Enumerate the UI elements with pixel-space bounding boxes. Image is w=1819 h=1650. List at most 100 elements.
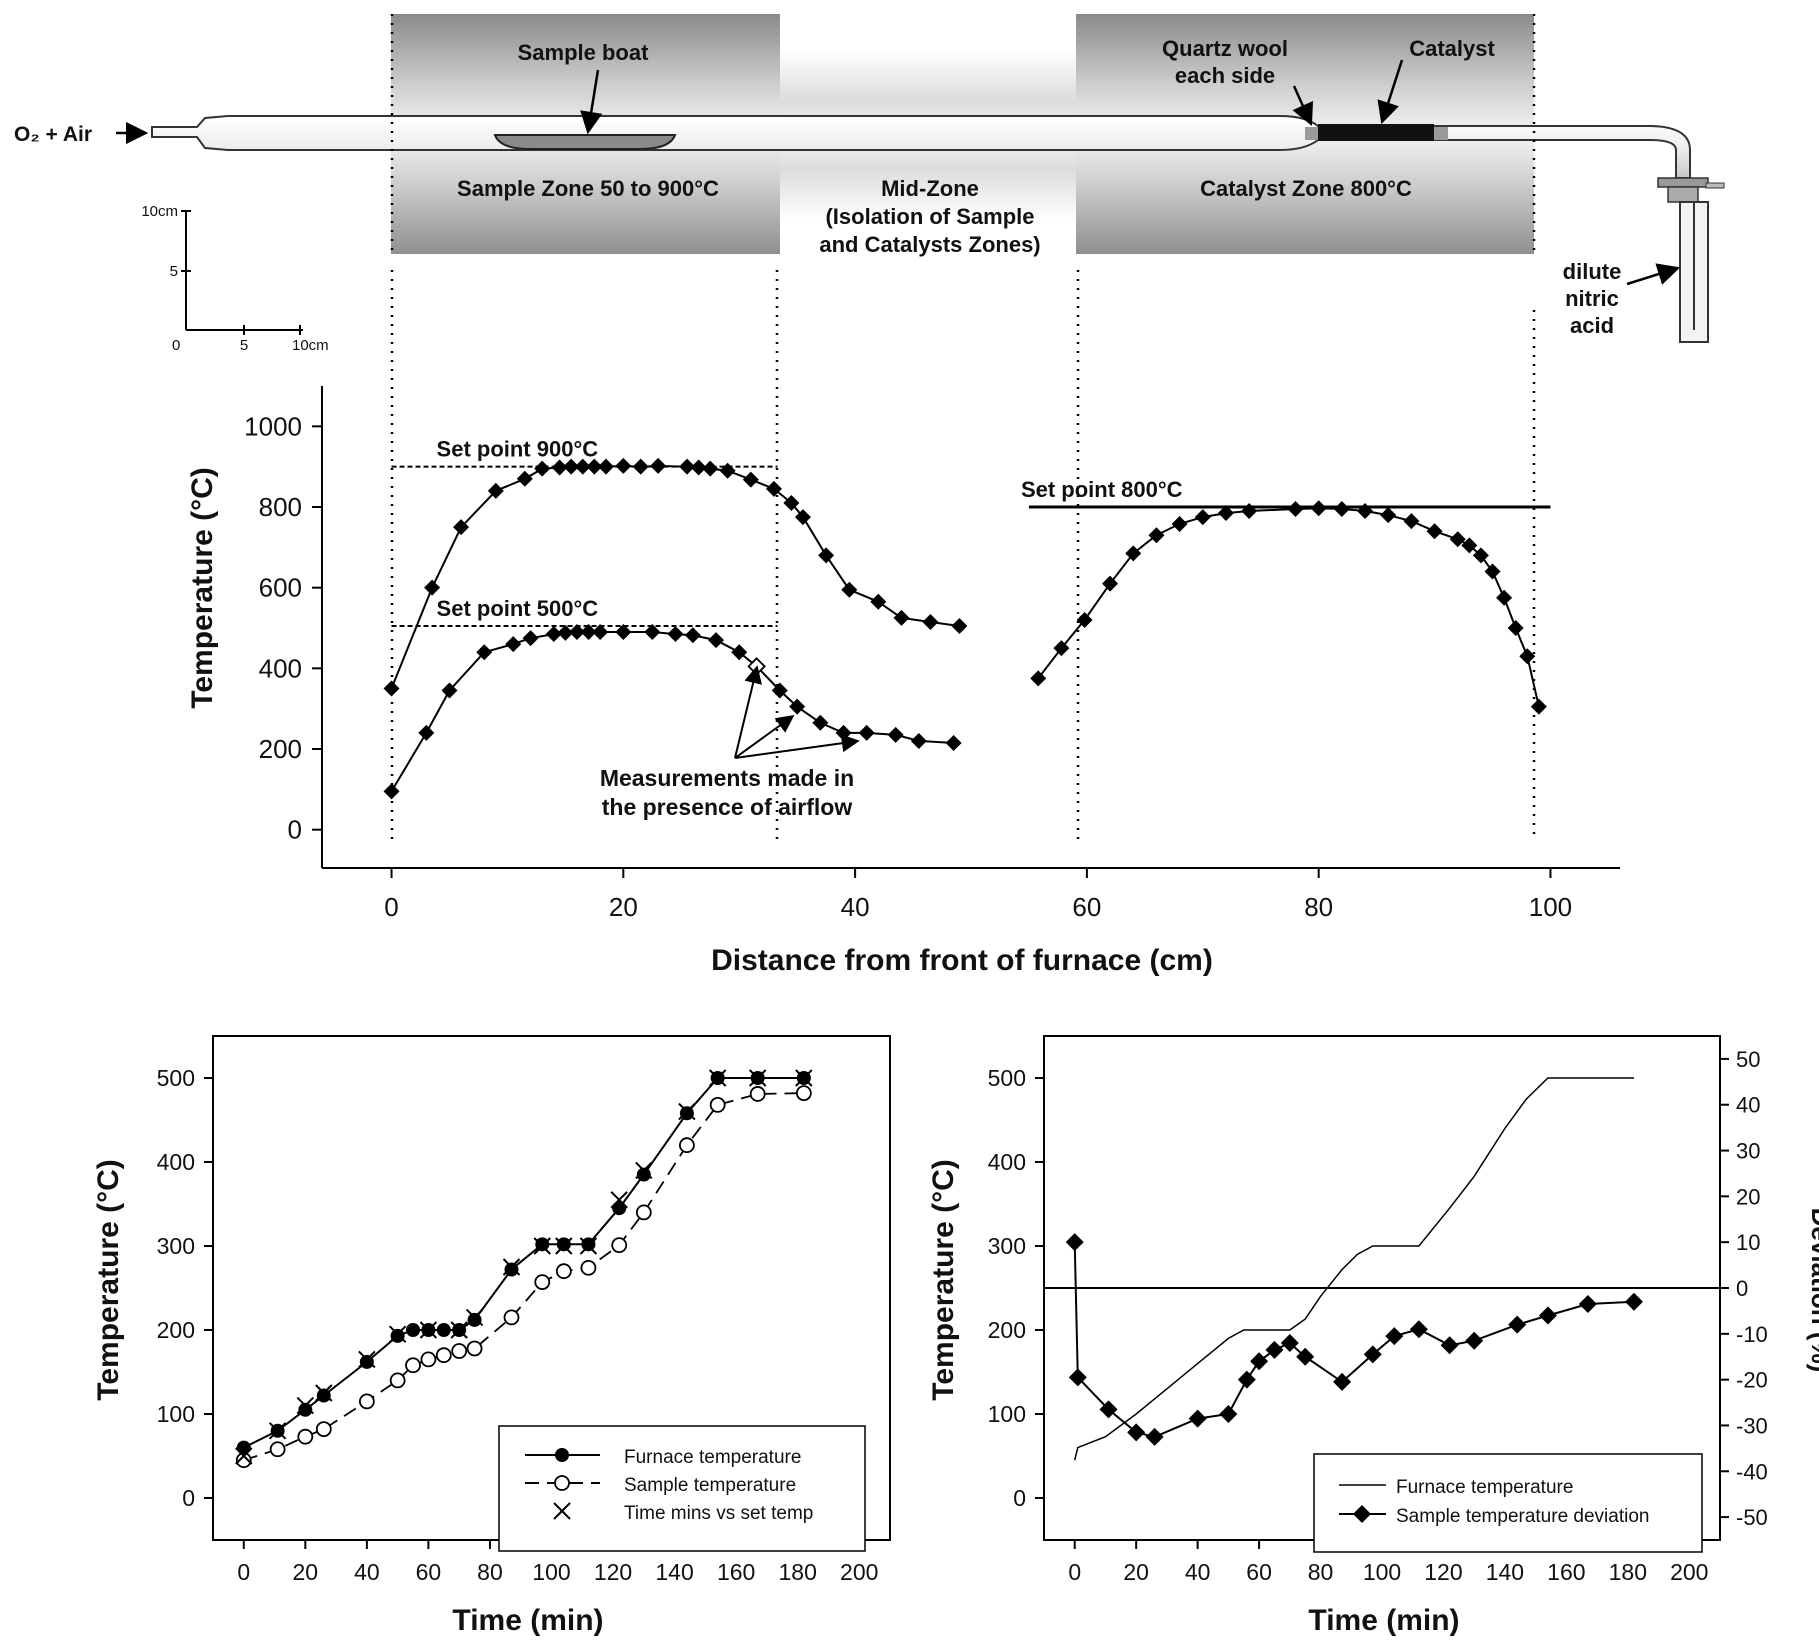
c2-sample-point (503, 1309, 520, 1326)
c1-data-point (650, 457, 667, 474)
c1-data-point (644, 624, 661, 641)
c1-data-point (487, 482, 504, 499)
c3-legend-marker-deviation (1353, 1505, 1371, 1523)
c1-x-tick-label: 80 (1304, 892, 1333, 922)
c2-furnace-point (535, 1237, 550, 1252)
c2-furnace-point (390, 1328, 405, 1343)
c1-data-point (742, 471, 759, 488)
c1-data-point (418, 724, 435, 741)
c3-y2-tick-label: -50 (1736, 1505, 1768, 1530)
c2-legend-settemp: Time mins vs set temp (624, 1503, 813, 1524)
c1-data-point (731, 644, 748, 661)
c1-setpoint-label: Set point 800°C (1021, 477, 1183, 502)
c3-x-tick-label: 0 (1068, 1559, 1081, 1585)
c1-data-point (951, 617, 968, 634)
quartz-wool-label-2: each side (1175, 63, 1275, 88)
c2-furnace-point (270, 1423, 285, 1438)
c2-sample-point (420, 1351, 437, 1368)
c1-data-point (922, 613, 939, 630)
c1-data-point (505, 636, 522, 653)
c1-data-point (597, 458, 614, 475)
c1-data-point (1076, 611, 1093, 628)
c3-deviation-point (1265, 1340, 1284, 1359)
c2-sample-point (358, 1393, 375, 1410)
c1-data-point (1449, 531, 1466, 548)
c2-sample-point (795, 1085, 812, 1102)
c1-data-point (1461, 537, 1478, 554)
c1-data-point (580, 624, 597, 641)
c2-sample-point (749, 1086, 766, 1102)
c2-sample-point (389, 1372, 406, 1389)
c3-x-tick-label: 160 (1547, 1559, 1585, 1585)
sample-boat-label: Sample boat (518, 40, 649, 65)
c2-legend-sample: Sample temperature (624, 1475, 796, 1496)
c1-data-point (667, 626, 684, 643)
c1-data-point (702, 460, 719, 477)
c2-furnace-point (710, 1071, 725, 1085)
c3-x-tick-label: 80 (1308, 1559, 1334, 1585)
c3-x-tick-label: 20 (1123, 1559, 1149, 1585)
c3-deviation-point (1465, 1331, 1484, 1350)
c2-series (235, 1069, 813, 1469)
c3-series (1044, 1077, 1720, 1461)
c1-data-point (453, 519, 470, 536)
c3-deviation-point (1145, 1427, 1164, 1446)
c1-data-point (534, 460, 551, 477)
c1-data-point (383, 680, 400, 697)
c3-y2-tick-label: 30 (1736, 1139, 1760, 1164)
c3-xlabel: Time (min) (1308, 1604, 1459, 1637)
sample-boat (493, 134, 677, 150)
c1-data-point (424, 579, 441, 596)
catalyst-zone-label: Catalyst Zone 800°C (1200, 176, 1412, 201)
c1-data-point (719, 462, 736, 479)
c2-sample-point (709, 1096, 726, 1113)
c1-data-point (765, 480, 782, 497)
c3-deviation-point (1219, 1405, 1238, 1423)
c1-data-point (522, 630, 539, 647)
c1-data-point (684, 627, 701, 644)
c2-sample-line (243, 1092, 804, 1462)
c2-x-tick-label: 60 (416, 1559, 442, 1585)
c1-data-point (1333, 501, 1350, 518)
c1-data-point (893, 609, 910, 626)
c1-data-point (383, 783, 400, 800)
c1-data-point (545, 626, 562, 643)
c1-annotation-arrows (734, 665, 860, 759)
c1-data-point (563, 458, 580, 475)
c1-data-point (1380, 507, 1397, 524)
c1-data-point (708, 632, 725, 649)
c2-furnace-point (679, 1106, 694, 1121)
c1-data-point (1030, 670, 1047, 687)
c3-x-tick-label: 120 (1424, 1559, 1462, 1585)
c1-data-point (1053, 640, 1070, 657)
c3-y2-tick-label: -30 (1736, 1413, 1768, 1438)
chart-time-temperature: 0 20 40 60 80 100 120 140 160 180 200 0 100 200 300 400… (92, 1035, 891, 1637)
c1-data-point (818, 547, 835, 564)
c3-y2-tick-label: 50 (1736, 1047, 1760, 1072)
c2-sample-point (635, 1204, 652, 1221)
c3-deviation-point (1363, 1345, 1382, 1364)
c1-data-point (615, 624, 632, 641)
c3-deviation-point (1440, 1336, 1459, 1355)
c3-deviation-point (1127, 1423, 1146, 1442)
c3-x-tick-label: 60 (1246, 1559, 1272, 1585)
c1-setpoint-label: Set point 900°C (437, 437, 599, 462)
c2-y-tick-label: 400 (157, 1149, 195, 1175)
c2-furnace-point (452, 1323, 467, 1337)
c1-y-tick-label: 400 (259, 653, 302, 683)
c1-data-point (568, 624, 585, 641)
c1-data-point (1171, 515, 1188, 532)
c1-data-point (1403, 513, 1420, 530)
c1-xlabel: Distance from front of furnace (cm) (711, 944, 1213, 977)
c2-legend-marker-sample (554, 1475, 570, 1491)
c2-x-tick-label: 160 (717, 1559, 755, 1585)
c1-data-point (887, 726, 904, 743)
c3-x-tick-label: 100 (1363, 1559, 1401, 1585)
c1-data-point (1287, 501, 1304, 518)
c2-y-tick-label: 100 (157, 1401, 195, 1427)
c1-data-point (1194, 509, 1211, 526)
scale-label-x-end: 10cm (292, 337, 329, 354)
c1-data-point (789, 698, 806, 715)
c1-data-point (1241, 503, 1258, 520)
